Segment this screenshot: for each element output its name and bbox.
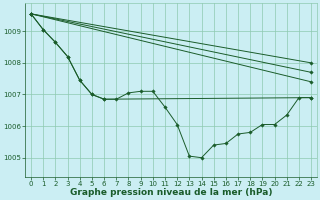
X-axis label: Graphe pression niveau de la mer (hPa): Graphe pression niveau de la mer (hPa) bbox=[70, 188, 272, 197]
